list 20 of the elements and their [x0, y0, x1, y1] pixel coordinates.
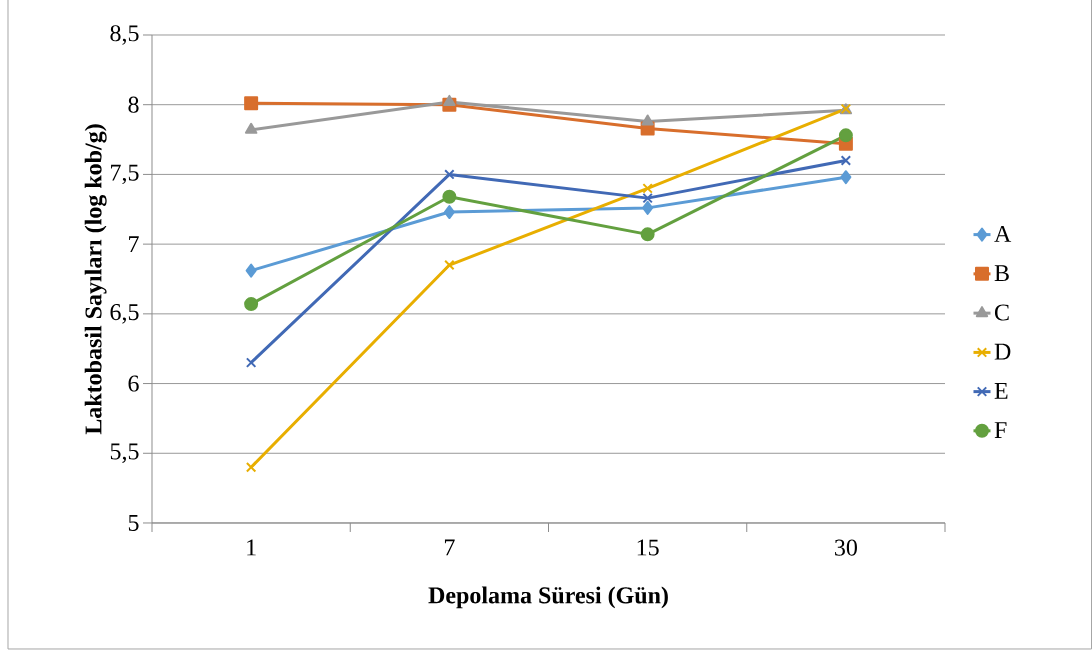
x-tick-label: 30: [835, 539, 857, 556]
y-tick-label: 7: [129, 236, 139, 252]
y-axis-title: Laktobasil Sayıları (log kob/g): [84, 124, 107, 435]
x-axis-title: Depolama Süresi (Gün): [428, 586, 668, 609]
x-tick-label: 1: [247, 539, 256, 556]
y-tick-label: 6: [128, 375, 139, 392]
x-tick-label: 7: [444, 539, 455, 556]
y-tick-label: 5: [128, 515, 139, 531]
legend-label: F: [994, 422, 1007, 438]
y-tick-label: 8,5: [110, 25, 139, 45]
legend-label: B: [994, 265, 1009, 282]
y-tick-label: 8: [128, 96, 139, 113]
legend-label: C: [994, 304, 1009, 321]
y-tick-label: 7,5: [111, 164, 139, 185]
legend-label: A: [994, 225, 1012, 242]
y-tick-label: 6,5: [110, 304, 139, 324]
y-tick-label: 5,5: [110, 443, 139, 463]
x-tick-label: 15: [637, 539, 659, 556]
legend-label: D: [994, 343, 1011, 360]
legend-label: E: [994, 383, 1008, 399]
